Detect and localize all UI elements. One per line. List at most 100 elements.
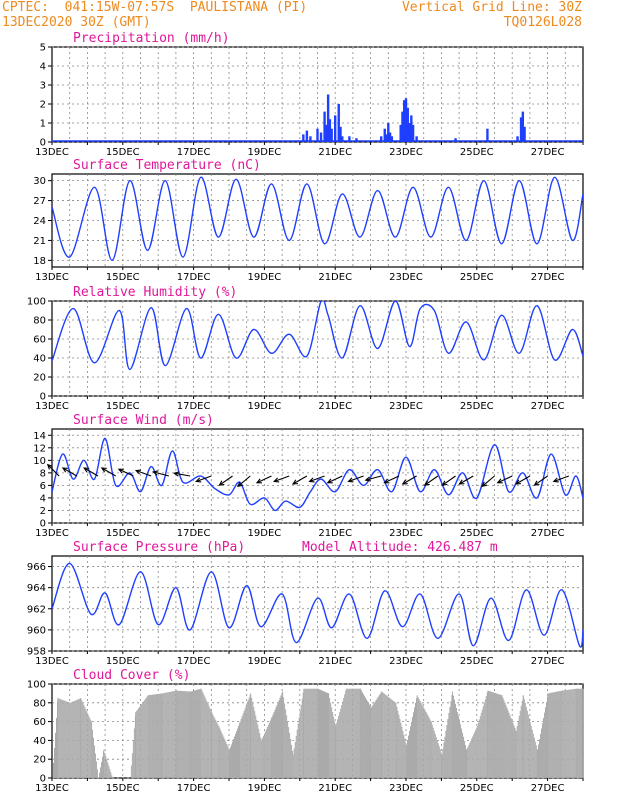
precip-bar bbox=[334, 115, 337, 142]
cloud-bar bbox=[427, 715, 429, 778]
cloud-bar bbox=[204, 697, 206, 778]
wind-arrow-head bbox=[46, 463, 53, 470]
cloud-bar bbox=[154, 694, 156, 778]
cloud-bar bbox=[481, 709, 483, 778]
cloud-bar bbox=[234, 736, 235, 778]
cloud-bar bbox=[220, 730, 222, 778]
cloud-bar bbox=[284, 703, 286, 778]
cloud-bar bbox=[294, 742, 296, 778]
cloud-bar bbox=[516, 725, 518, 778]
wind-arrow-head bbox=[552, 477, 559, 483]
precip-bar bbox=[348, 136, 351, 142]
cloud-bar bbox=[214, 718, 216, 778]
cloud-bar bbox=[212, 714, 214, 778]
cloud-bar bbox=[150, 694, 152, 778]
cloud-bar bbox=[281, 693, 283, 778]
cloud-bar bbox=[519, 710, 521, 778]
cloud-bar bbox=[245, 705, 247, 778]
cloud-bar bbox=[57, 698, 59, 778]
wind-arrow bbox=[273, 475, 290, 482]
x-tick-label: 23DEC bbox=[389, 656, 423, 667]
cloud-bar bbox=[293, 748, 295, 778]
cloud-bar bbox=[534, 741, 536, 778]
cloud-bar bbox=[553, 692, 555, 778]
cloud-bar bbox=[515, 731, 517, 778]
cloud-bar bbox=[97, 777, 99, 778]
wind-arrow-head bbox=[481, 481, 488, 488]
precip-bar bbox=[410, 115, 413, 142]
wind-arrow-head bbox=[134, 469, 142, 475]
cloud-bar bbox=[277, 702, 279, 778]
cloud-bar bbox=[503, 700, 505, 778]
cloud-bar bbox=[200, 688, 202, 778]
cloud-bar bbox=[275, 707, 277, 778]
cloud-bar bbox=[495, 693, 497, 778]
cloud-bar bbox=[266, 727, 268, 778]
cloud-bar bbox=[255, 715, 257, 778]
cloud-bar bbox=[209, 708, 211, 778]
cloud-bar bbox=[276, 704, 278, 778]
wind-arrow bbox=[135, 470, 152, 477]
cloud-bar bbox=[322, 690, 324, 778]
cloud-bar bbox=[369, 706, 371, 778]
cloud-bar bbox=[311, 688, 313, 778]
y-tick-label: 60 bbox=[33, 717, 46, 728]
cloud-bar bbox=[183, 691, 185, 778]
cloud-bar bbox=[494, 692, 496, 778]
cloud-bar bbox=[301, 698, 303, 778]
y-tick-label: 60 bbox=[33, 335, 46, 346]
cloud-bar bbox=[497, 693, 499, 778]
cloud-bar bbox=[200, 688, 202, 778]
cloud-bar bbox=[236, 731, 237, 778]
cloud-bar bbox=[477, 722, 479, 778]
cloud-bar bbox=[551, 692, 553, 778]
cloud-bar bbox=[528, 718, 530, 778]
cloud-bar bbox=[282, 691, 284, 778]
cloud-bar bbox=[439, 749, 441, 778]
cloud-bar bbox=[432, 727, 434, 778]
cloud-bar bbox=[507, 710, 509, 778]
rh-title: Relative Humidity (%) bbox=[73, 285, 237, 300]
cloud-bar bbox=[539, 733, 541, 778]
cloud-bar bbox=[69, 702, 71, 778]
cloud-bar bbox=[413, 712, 414, 778]
wind-arrow-head bbox=[100, 467, 107, 473]
cloud-bar bbox=[362, 694, 364, 778]
wind-arrow-head bbox=[441, 480, 448, 486]
cloud-bar bbox=[136, 710, 138, 778]
cloud-bar bbox=[554, 692, 556, 778]
x-tick-label: 19DEC bbox=[248, 401, 282, 412]
cloud-bar bbox=[164, 692, 166, 778]
cloud-bar bbox=[146, 697, 148, 778]
cloud-bar bbox=[450, 701, 452, 778]
cloud-bar bbox=[386, 695, 388, 778]
cloud-bar bbox=[536, 749, 538, 778]
wind-arrow-head bbox=[533, 480, 540, 486]
panel-rh: 0 20 40 60 80 100 13DEC 15DEC 17DEC 19DEC 21DEC 23D… bbox=[27, 285, 584, 412]
cloud-bar bbox=[74, 700, 76, 778]
cloud-bar bbox=[111, 775, 113, 778]
cloud-bar bbox=[55, 732, 56, 778]
cloud-bar bbox=[174, 690, 176, 778]
cloud-bar bbox=[496, 693, 498, 778]
precip-bar bbox=[337, 104, 340, 142]
cloud-bar bbox=[406, 745, 407, 778]
precip-bar bbox=[319, 132, 323, 142]
cloud-bar bbox=[336, 722, 338, 778]
cloud-bar bbox=[351, 688, 353, 778]
cloud-bar bbox=[145, 698, 147, 778]
cloud-bar bbox=[425, 712, 427, 778]
cloud-bar bbox=[92, 737, 94, 778]
cloud-bar bbox=[177, 690, 179, 778]
cloud-bar bbox=[185, 691, 187, 778]
cloud-bar bbox=[544, 707, 546, 778]
cloud-bar bbox=[389, 697, 391, 778]
precip-bar bbox=[330, 128, 333, 142]
cloud-bar bbox=[441, 754, 443, 778]
precip-bar bbox=[411, 124, 415, 142]
cloud-bar bbox=[404, 738, 406, 778]
cloud-bar bbox=[285, 709, 287, 778]
precip-bar bbox=[523, 126, 526, 142]
cloud-bar bbox=[440, 752, 442, 778]
